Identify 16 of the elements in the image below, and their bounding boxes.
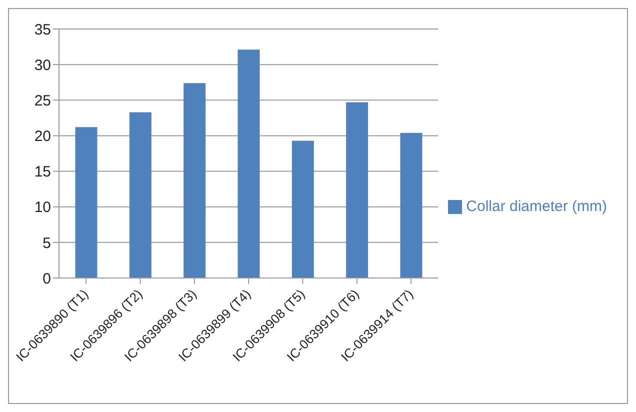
y-tick-label: 20 [34,128,51,146]
y-tick-label: 0 [42,270,51,288]
y-tick-label: 5 [42,234,51,252]
y-tick-label: 35 [34,21,51,38]
bar [184,83,206,278]
y-tick-label: 25 [34,92,51,110]
bar [238,50,260,278]
y-tick-label: 30 [34,56,51,74]
legend-label: Collar diameter (mm) [466,198,607,214]
bar [346,102,368,278]
bar [75,127,98,278]
bar [129,112,152,278]
y-tick-label: 10 [34,199,51,216]
y-tick-label: 15 [34,164,51,181]
bar [400,132,422,278]
bar [292,140,314,278]
